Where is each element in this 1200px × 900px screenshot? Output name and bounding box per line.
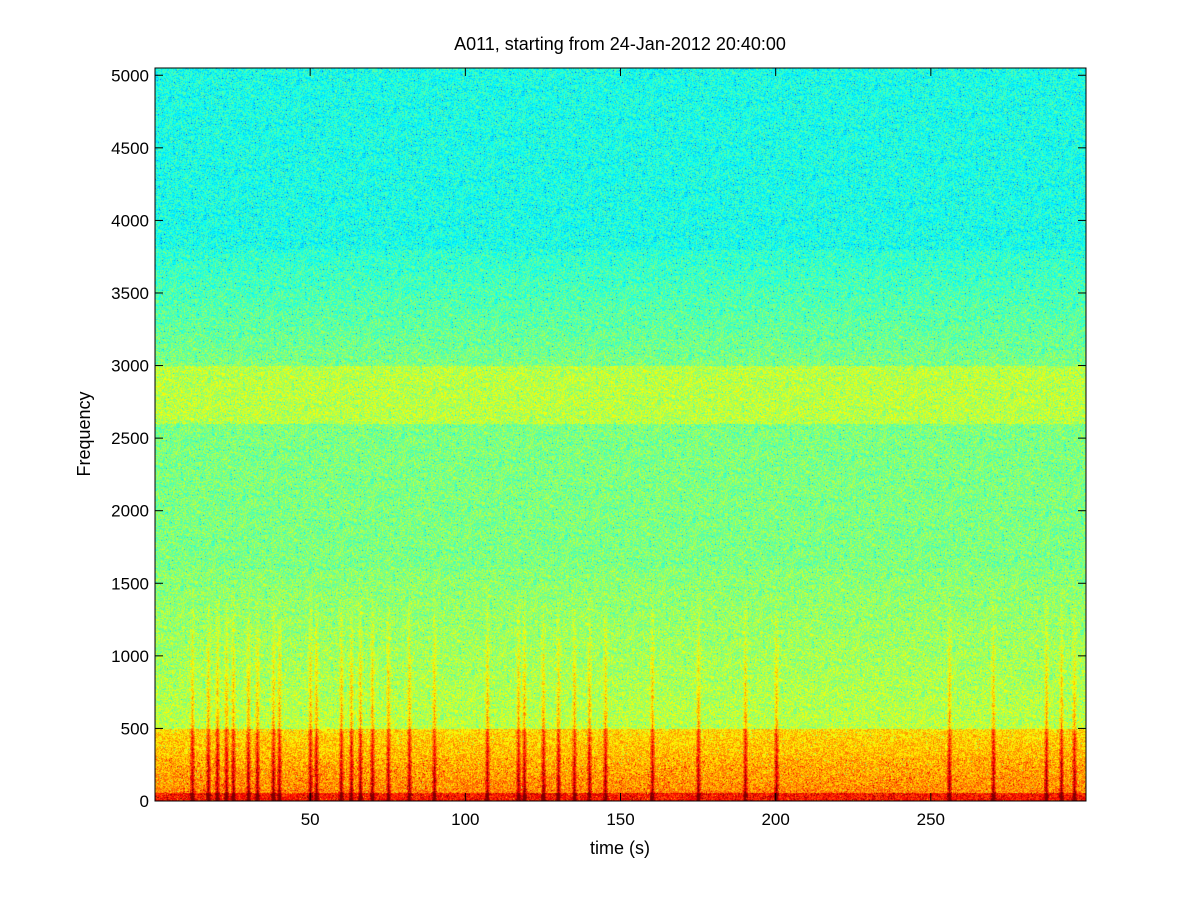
spectrogram-image [155, 68, 1086, 801]
x-tick-label: 100 [451, 810, 479, 829]
x-tick-label: 250 [917, 810, 945, 829]
plot-frame [154, 67, 1087, 802]
axis-ticks: 50 100 150 200 25005001000150020002500300035… [111, 66, 1086, 829]
x-axis-label: time (s) [590, 838, 650, 858]
y-tick-label: 500 [121, 719, 149, 738]
x-tick-label: 50 [301, 810, 320, 829]
y-tick-label: 3000 [111, 357, 149, 376]
chart-title: A011, starting from 24-Jan-2012 20:40:00 [454, 34, 786, 54]
y-tick-label: 1000 [111, 647, 149, 666]
y-tick-label: 2000 [111, 502, 149, 521]
y-tick-label: 0 [140, 792, 149, 811]
x-tick-label: 150 [606, 810, 634, 829]
y-tick-label: 4000 [111, 211, 149, 230]
y-tick-label: 3500 [111, 284, 149, 303]
x-tick-label: 200 [761, 810, 789, 829]
y-tick-label: 1500 [111, 574, 149, 593]
y-axis-label: Frequency [74, 391, 94, 476]
y-tick-label: 4500 [111, 139, 149, 158]
y-tick-label: 5000 [111, 66, 149, 85]
y-tick-label: 2500 [111, 429, 149, 448]
